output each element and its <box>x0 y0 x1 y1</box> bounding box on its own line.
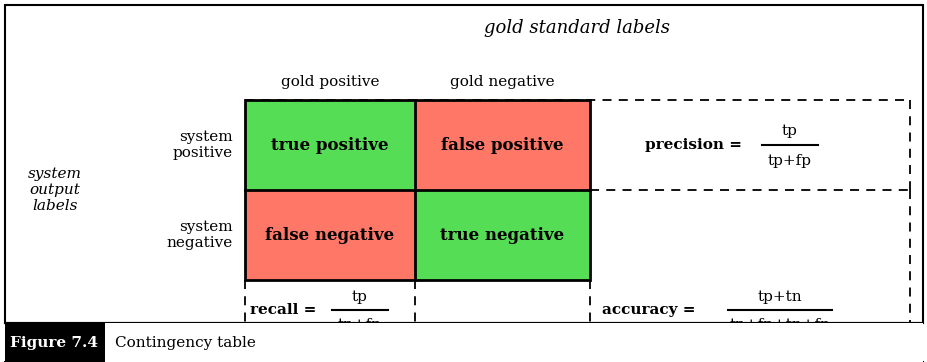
Text: system
output
labels: system output labels <box>28 167 82 213</box>
Text: tp+fp+tn+fn: tp+fp+tn+fn <box>729 318 830 332</box>
Text: Contingency table: Contingency table <box>115 336 256 349</box>
Text: gold negative: gold negative <box>450 75 554 89</box>
Bar <box>245 100 590 280</box>
Text: true negative: true negative <box>440 227 564 244</box>
Text: tp+fn: tp+fn <box>337 318 382 332</box>
Text: true positive: true positive <box>271 136 388 153</box>
Bar <box>245 100 414 190</box>
Bar <box>5 5 922 323</box>
Bar <box>414 100 590 190</box>
Bar <box>414 190 590 280</box>
Bar <box>105 323 922 362</box>
Text: tp: tp <box>781 124 797 138</box>
Text: tp+tn: tp+tn <box>756 290 802 304</box>
Bar <box>245 190 414 280</box>
Text: tp: tp <box>351 290 367 304</box>
Text: system
positive: system positive <box>172 130 233 160</box>
Text: recall =: recall = <box>249 303 316 317</box>
Text: Figure 7.4: Figure 7.4 <box>10 336 98 349</box>
Bar <box>5 323 105 362</box>
Text: false negative: false negative <box>265 227 394 244</box>
Text: precision =: precision = <box>644 138 742 152</box>
Text: gold positive: gold positive <box>281 75 379 89</box>
Text: gold standard labels: gold standard labels <box>484 19 670 37</box>
Text: tp+fp: tp+fp <box>768 154 811 168</box>
Text: accuracy =: accuracy = <box>602 303 694 317</box>
Text: system
negative: system negative <box>167 220 233 250</box>
Text: false positive: false positive <box>440 136 563 153</box>
